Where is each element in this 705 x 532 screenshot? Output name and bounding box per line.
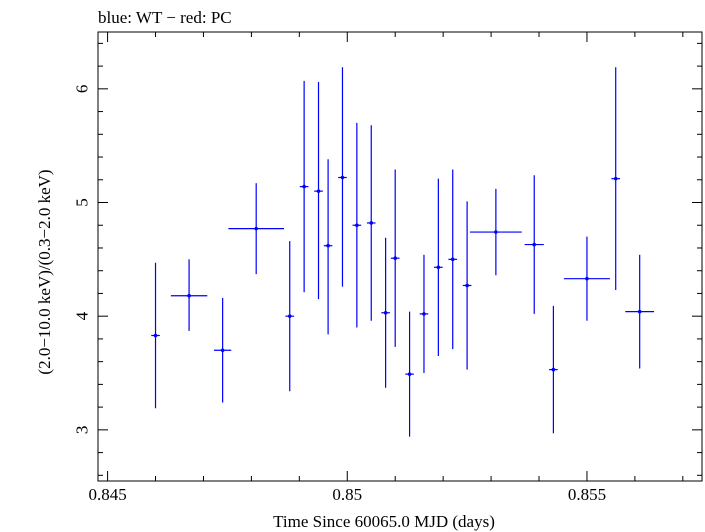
error-bars — [151, 67, 655, 437]
data-point — [436, 265, 441, 270]
data-point — [494, 230, 498, 234]
data-point — [551, 367, 556, 372]
data-point — [532, 242, 537, 247]
y-tick-label: 4 — [73, 311, 92, 320]
data-point — [340, 175, 345, 180]
data-point — [287, 314, 292, 318]
axis-ticks — [98, 32, 702, 481]
data-point — [326, 243, 330, 248]
x-tick-label: 0.855 — [568, 485, 606, 504]
data-point — [422, 312, 426, 316]
data-points — [153, 175, 642, 376]
data-point — [393, 256, 398, 261]
y-tick-label: 5 — [73, 198, 92, 207]
data-point — [613, 176, 618, 181]
data-point — [254, 226, 258, 231]
data-point — [355, 223, 359, 228]
data-point — [383, 310, 388, 315]
x-tick-label: 0.845 — [88, 485, 126, 504]
data-point — [369, 221, 374, 225]
data-point — [585, 276, 589, 281]
y-axis-label: (2.0−10.0 keV)/(0.3−2.0 keV) — [35, 169, 54, 374]
axis-tick-labels: 0.845 0.85 0.855 3 4 5 6 — [73, 85, 607, 504]
data-point — [187, 293, 191, 298]
data-point — [302, 184, 306, 189]
y-tick-label: 6 — [73, 85, 92, 94]
y-tick-label: 3 — [73, 426, 92, 435]
data-point — [153, 333, 158, 338]
data-point — [450, 257, 455, 262]
x-axis-label: Time Since 60065.0 MJD (days) — [273, 512, 495, 531]
plot-frame — [97, 31, 703, 482]
data-point — [407, 372, 412, 376]
data-point — [316, 189, 321, 193]
chart-title: blue: WT − red: PC — [98, 8, 232, 27]
data-point — [465, 283, 469, 288]
data-point — [220, 348, 225, 353]
data-point — [637, 309, 642, 314]
x-tick-label: 0.85 — [332, 485, 362, 504]
